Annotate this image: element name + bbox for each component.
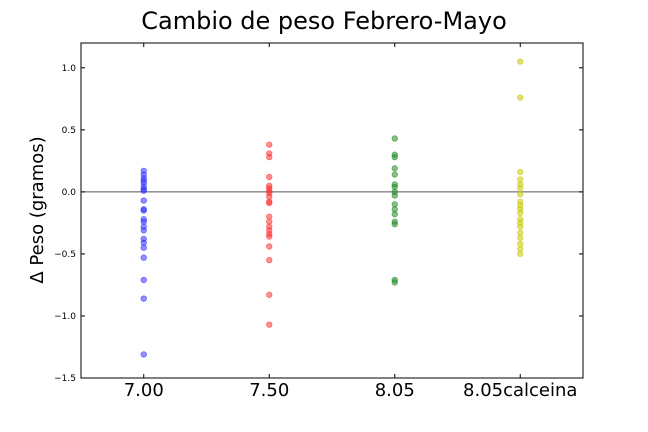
- data-point: [140, 276, 147, 284]
- y-tick-label: 1.0: [62, 64, 77, 74]
- data-point: [266, 257, 273, 264]
- data-point: [391, 192, 398, 199]
- data-point: [140, 207, 147, 214]
- data-point: [391, 135, 398, 142]
- y-tick-label: −1.5: [54, 374, 76, 384]
- points-group: [140, 58, 524, 358]
- data-point: [140, 197, 147, 204]
- chart-title: Cambio de peso Febrero-Mayo: [141, 7, 507, 35]
- data-point: [517, 94, 524, 101]
- data-point: [517, 185, 524, 192]
- data-point: [266, 141, 273, 148]
- x-tick-label: 7.50: [249, 380, 289, 401]
- data-point: [266, 154, 273, 161]
- y-tick-label: −1.0: [54, 312, 76, 322]
- data-point: [517, 168, 524, 176]
- data-point: [140, 351, 147, 358]
- data-point: [391, 221, 398, 228]
- data-point: [266, 173, 273, 181]
- x-tick-label: 7.00: [124, 380, 164, 401]
- y-axis-label: Δ Peso (gramos): [27, 136, 48, 283]
- data-point: [517, 58, 524, 65]
- y-tick-label: −0.5: [54, 250, 76, 260]
- data-point: [391, 171, 398, 178]
- data-point: [266, 291, 273, 298]
- x-tick-label: 8.05calceina: [463, 380, 577, 401]
- data-point: [266, 199, 273, 207]
- data-point: [266, 243, 273, 250]
- y-tick-label: 0.0: [62, 188, 77, 198]
- y-tick-label: 0.5: [62, 126, 76, 136]
- data-point: [517, 191, 524, 198]
- ticks-group: 1.0 0.5 0.0 −0.5 −1.0 −1.5 7.00 7.50 8.05 8.05cal…: [54, 43, 583, 401]
- data-point: [266, 321, 273, 328]
- data-point: [391, 211, 398, 218]
- x-tick-label: 8.05: [375, 380, 415, 401]
- data-point: [391, 154, 398, 161]
- data-point: [266, 233, 273, 240]
- data-point: [391, 279, 398, 286]
- data-point: [140, 254, 147, 261]
- data-point: [140, 244, 147, 251]
- data-point: [517, 223, 524, 230]
- data-point: [517, 250, 524, 258]
- data-point: [140, 227, 147, 234]
- data-point: [391, 165, 398, 172]
- plot-area: [80, 42, 584, 379]
- data-point: [140, 187, 147, 194]
- data-point: [517, 209, 524, 217]
- data-point: [140, 295, 147, 302]
- data-point: [517, 234, 524, 241]
